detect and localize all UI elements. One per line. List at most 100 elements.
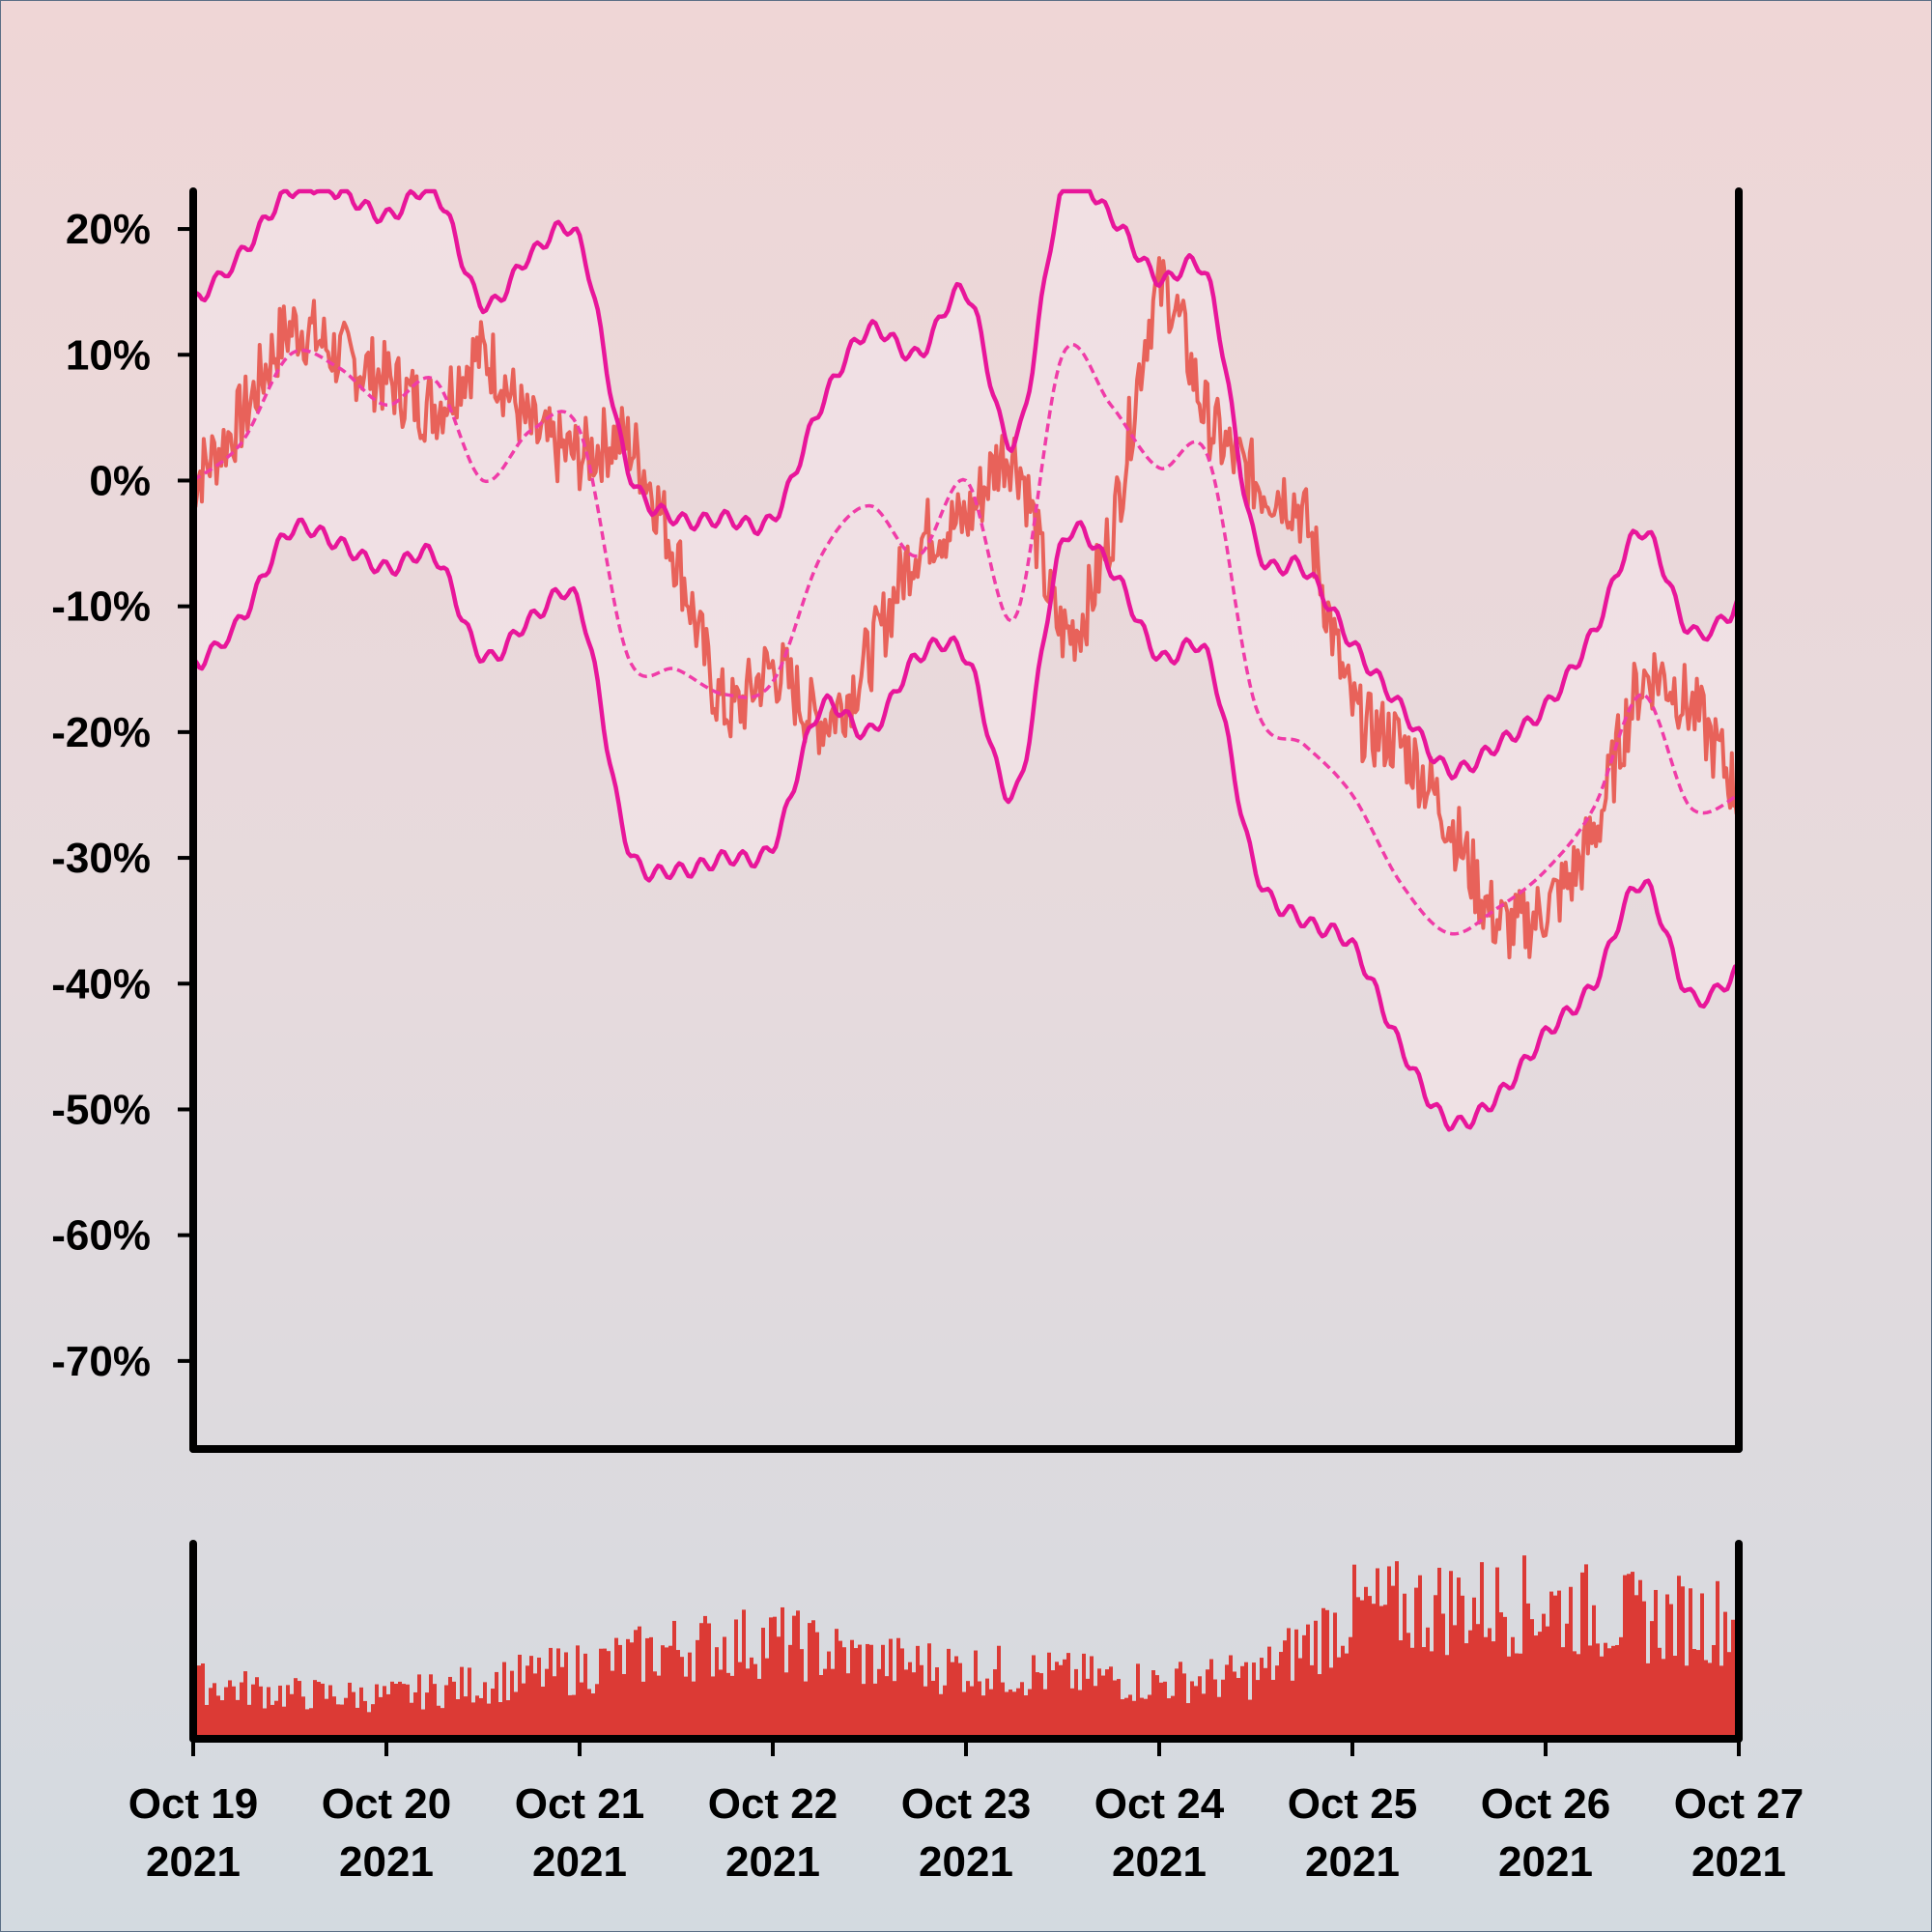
volume-bar [730, 1675, 734, 1739]
volume-bar [1151, 1670, 1155, 1739]
volume-bar [587, 1689, 591, 1739]
volume-bar [1492, 1641, 1495, 1739]
volume-bar [394, 1683, 398, 1739]
volume-bar [1356, 1597, 1360, 1739]
volume-bar [707, 1623, 711, 1739]
volume-bar [375, 1684, 379, 1739]
volume-bar [595, 1684, 599, 1739]
volume-bar [309, 1708, 313, 1739]
volume-bar [1461, 1595, 1464, 1739]
volume-bar [1140, 1697, 1144, 1739]
volume-bar [1229, 1655, 1233, 1739]
volume-bar [1712, 1644, 1716, 1739]
volume-bar [556, 1648, 560, 1739]
volume-bar [1109, 1666, 1113, 1739]
volume-bar [1662, 1659, 1665, 1739]
volume-bar [1646, 1662, 1650, 1739]
volume-bar [935, 1666, 939, 1739]
volume-bar [688, 1652, 692, 1739]
volume-bar [417, 1674, 421, 1739]
volume-bar [808, 1623, 811, 1739]
volume-bar [815, 1632, 819, 1739]
volume-bar [429, 1674, 433, 1739]
y-tick-label: -70% [51, 1338, 151, 1385]
volume-bar [1066, 1653, 1070, 1739]
volume-bar [873, 1683, 877, 1739]
volume-bar [1264, 1667, 1267, 1739]
volume-bar [1430, 1651, 1434, 1739]
volume-bar [1600, 1656, 1604, 1739]
volume-bar [529, 1656, 533, 1739]
volume-bar [723, 1636, 726, 1739]
volume-bar [1607, 1648, 1611, 1739]
volume-bar [1723, 1611, 1727, 1739]
volume-bar [757, 1678, 761, 1739]
volume-bar [1453, 1625, 1457, 1739]
x-tick-label-date: Oct 24 [1094, 1780, 1225, 1828]
volume-bar [1337, 1657, 1341, 1739]
volume-bar [263, 1708, 267, 1739]
x-tick-label-year: 2021 [1112, 1838, 1207, 1886]
volume-bar [1275, 1665, 1279, 1739]
volume-bar [348, 1682, 352, 1739]
volume-bar [1515, 1653, 1519, 1739]
volume-bar [1480, 1562, 1484, 1739]
volume-bar [1650, 1621, 1654, 1739]
x-tick-label-year: 2021 [1691, 1838, 1786, 1886]
volume-bar [951, 1662, 954, 1739]
volume-bar [533, 1673, 537, 1739]
volume-bar [1055, 1662, 1059, 1739]
volume-bar [954, 1656, 958, 1739]
lower-band-line [191, 517, 1742, 1132]
volume-bar [792, 1615, 796, 1739]
volume-bar [1256, 1680, 1260, 1739]
volume-bar [1611, 1645, 1615, 1739]
volume-bar [259, 1686, 263, 1739]
volume-bar [267, 1687, 270, 1739]
volume-bar [750, 1657, 753, 1739]
volume-bar [209, 1688, 213, 1739]
volume-bar [410, 1702, 413, 1739]
volume-bar [1592, 1605, 1596, 1739]
y-tick-label: 20% [66, 206, 151, 253]
volume-bar [1175, 1668, 1179, 1739]
volume-bar [1074, 1668, 1078, 1739]
y-tick-label: -10% [51, 583, 151, 631]
volume-bar [433, 1684, 437, 1739]
volume-bar [819, 1675, 823, 1739]
volume-bar [1673, 1656, 1677, 1739]
volume-bar [1526, 1603, 1530, 1739]
volume-bar [823, 1668, 827, 1739]
volume-bar [1206, 1669, 1209, 1739]
volume-bar [1731, 1619, 1735, 1739]
volume-bar [881, 1644, 885, 1739]
volume-bar [1097, 1668, 1101, 1739]
volume-bar [363, 1700, 367, 1739]
volume-bar [247, 1704, 251, 1739]
volume-bar [931, 1680, 935, 1739]
volume-bar [1534, 1635, 1538, 1739]
volume-bar [282, 1706, 286, 1739]
volume-bar [1059, 1664, 1063, 1739]
volume-bar [1689, 1588, 1692, 1739]
volume-bar [1190, 1681, 1194, 1739]
volume-bar [568, 1694, 572, 1739]
volume-bar [475, 1695, 479, 1739]
volume-bar [1484, 1636, 1488, 1739]
volume-bar [796, 1610, 800, 1739]
volume-bar [1283, 1640, 1287, 1739]
volume-bar [1240, 1665, 1244, 1739]
volume-bar [286, 1685, 290, 1739]
volume-bar [1043, 1689, 1047, 1739]
volume-bar [1557, 1590, 1561, 1739]
volume-bar [904, 1669, 908, 1739]
volume-bar [889, 1638, 893, 1739]
volume-bar [962, 1691, 966, 1739]
volume-bar [1464, 1643, 1468, 1739]
volume-bar [1248, 1699, 1252, 1739]
x-tick-label-year: 2021 [725, 1838, 820, 1886]
volume-bar [1503, 1616, 1507, 1739]
price-line [191, 256, 1741, 960]
volume-bar [1364, 1586, 1368, 1739]
